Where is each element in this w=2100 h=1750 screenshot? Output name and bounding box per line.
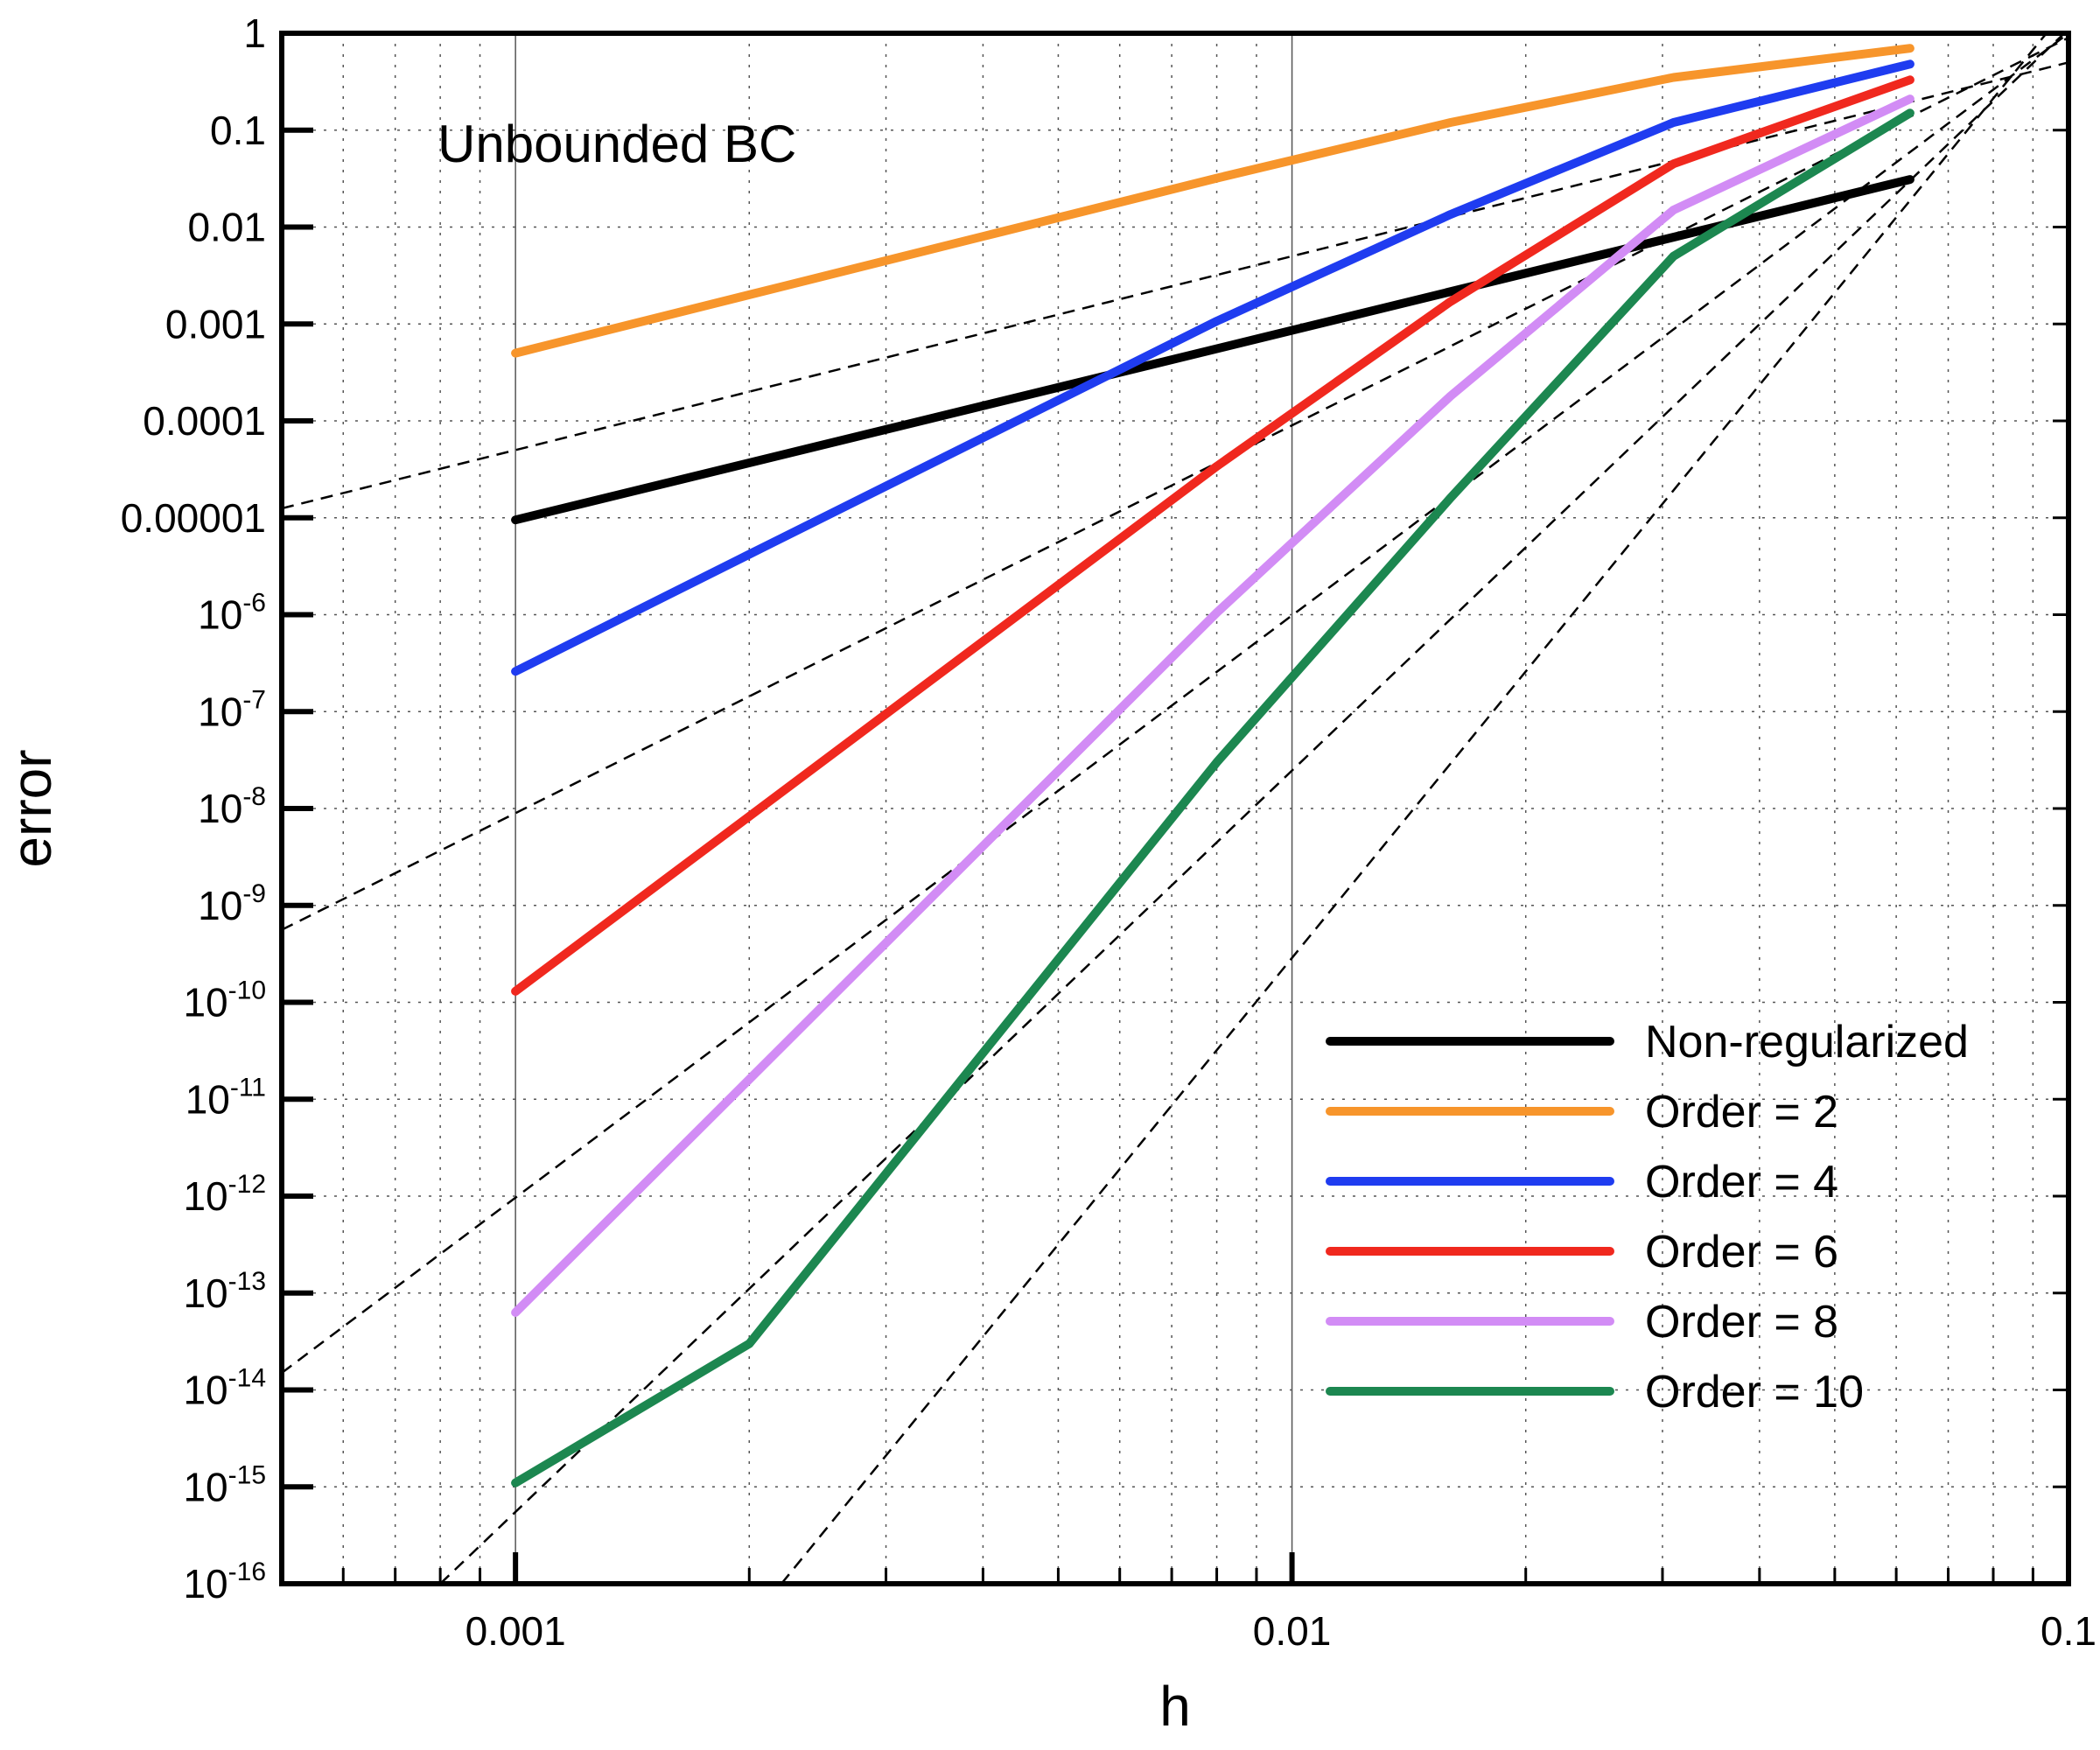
- legend-label-non-regularized: Non-regularized: [1645, 1017, 1969, 1068]
- y-tick-label: 10-10: [183, 976, 266, 1026]
- y-tick-label: 10-14: [183, 1364, 266, 1413]
- legend: Non-regularized Order = 2 Order = 4 Order =…: [1326, 1017, 1969, 1418]
- reference-line-order-4: [282, 36, 2068, 931]
- y-tick-label: 0.00001: [121, 495, 266, 541]
- y-tick-label: 1: [243, 10, 266, 56]
- y-tick-label: 0.0001: [143, 398, 266, 444]
- y-tick-label: 10-9: [198, 879, 266, 928]
- legend-label-order-10: Order = 10: [1645, 1367, 1864, 1418]
- y-axis-title: error: [0, 749, 63, 867]
- x-tick-label: 0.1: [2040, 1608, 2096, 1654]
- reference-lines: [282, 33, 2068, 1584]
- series-line-order-8: [511, 94, 1914, 1317]
- x-tick-labels: 0.001 0.01 0.1: [466, 1608, 2096, 1654]
- legend-label-order-2: Order = 2: [1645, 1087, 1838, 1138]
- y-tick-label: 10-8: [198, 782, 266, 831]
- y-tick-label: 0.1: [210, 108, 266, 153]
- reference-line-order-8: [439, 33, 2067, 1584]
- series-lines: [511, 44, 1914, 1488]
- x-tick-label: 0.001: [466, 1608, 566, 1654]
- series-line-order-2: [511, 44, 1914, 358]
- series-line-non-regularized: [511, 175, 1914, 525]
- legend-label-order-8: Order = 8: [1645, 1297, 1838, 1348]
- series-line-order-6: [511, 75, 1914, 996]
- y-tick-label: 0.01: [187, 205, 266, 250]
- y-tick-label: 10-12: [183, 1170, 266, 1219]
- series-line-order-10: [511, 108, 1914, 1488]
- x-tick-label: 0.01: [1253, 1608, 1332, 1654]
- y-tick-label: 10-15: [183, 1460, 266, 1509]
- reference-line-order-10: [780, 33, 2048, 1584]
- series-line-order-4: [511, 60, 1914, 676]
- axis-ticks: [280, 31, 2071, 1586]
- y-tick-label: 10-7: [198, 685, 266, 734]
- legend-label-order-6: Order = 6: [1645, 1227, 1838, 1278]
- y-tick-label: 10-6: [198, 589, 266, 638]
- grid: [282, 33, 2068, 1584]
- reference-line-order-6: [282, 33, 2068, 1374]
- y-tick-label: 10-13: [183, 1267, 266, 1316]
- y-tick-labels: 1 0.1 0.01 0.001 0.0001 0.00001 10-6 10-7 10-8 10…: [121, 10, 266, 1606]
- x-axis-title: h: [1159, 1675, 1191, 1738]
- reference-line-order-2: [282, 61, 2068, 510]
- y-tick-label: 10-16: [183, 1558, 266, 1606]
- annotation-text: Unbounded BC: [438, 115, 796, 173]
- y-tick-label: 10-11: [186, 1073, 266, 1122]
- y-tick-label: 0.001: [165, 301, 266, 346]
- legend-label-order-4: Order = 4: [1645, 1157, 1838, 1208]
